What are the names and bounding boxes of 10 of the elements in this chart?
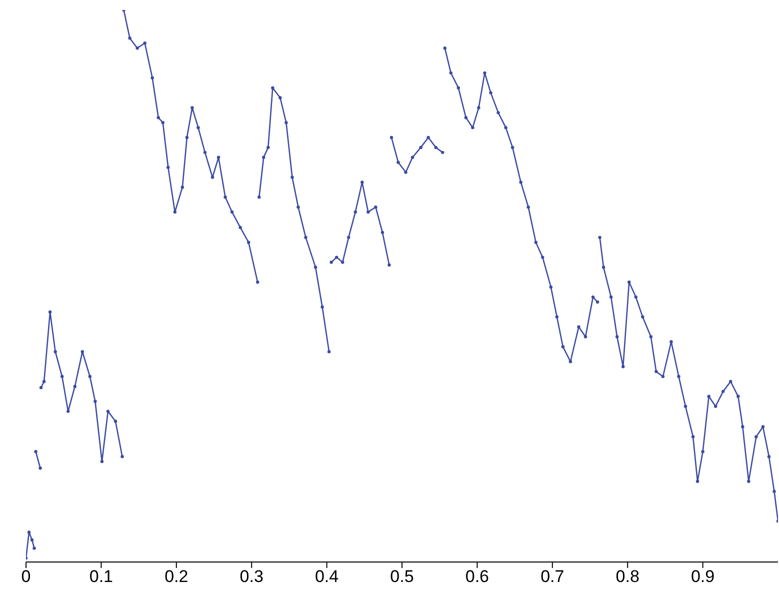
- x-tick-label: 0.3: [240, 567, 264, 586]
- x-tick-label: 0.9: [690, 567, 715, 586]
- x-tick-label: 0.5: [390, 567, 414, 586]
- x-tick-label: 0.8: [616, 567, 640, 586]
- x-tick-label: 0.1: [89, 567, 114, 586]
- x-tick-label: 0: [21, 567, 31, 586]
- x-tick-label: 0.6: [465, 567, 490, 586]
- x-tick-label: 0.7: [540, 567, 564, 586]
- x-tick-label: 0.4: [314, 567, 339, 586]
- x-tick-label: 0.2: [164, 567, 188, 586]
